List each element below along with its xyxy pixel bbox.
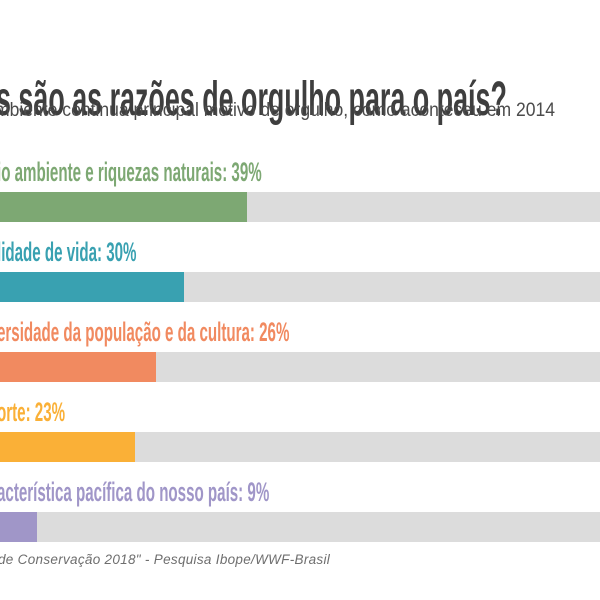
page-title: s são as razões de orgulho para o país? (0, 76, 600, 124)
source-credit: de Conservação 2018" - Pesquisa Ibope/WW… (0, 552, 331, 567)
bar-label: orte: 23% (0, 397, 66, 427)
bar-track (0, 272, 600, 302)
page-title-text: s são as razões de orgulho para o país? (0, 73, 507, 127)
bar-label: lidade de vida: 30% (0, 237, 137, 267)
bar-fill (0, 192, 247, 222)
bar-track (0, 432, 600, 462)
bar-fill (0, 512, 37, 542)
page-subtitle-text: mbiente continua principal motivo de org… (0, 99, 555, 121)
bar-label: io ambiente e riquezas naturais: 39% (0, 157, 262, 187)
bar-label: ersidade da população e da cultura: 26% (0, 317, 290, 347)
page-subtitle: mbiente continua principal motivo de org… (0, 99, 600, 121)
bar-track (0, 352, 600, 382)
bar-fill (0, 352, 156, 382)
bar-fill (0, 272, 184, 302)
bar-track (0, 512, 600, 542)
bar-label: acterística pacífica do nosso país: 9% (0, 477, 270, 507)
bar-track (0, 192, 600, 222)
bar-fill (0, 432, 135, 462)
